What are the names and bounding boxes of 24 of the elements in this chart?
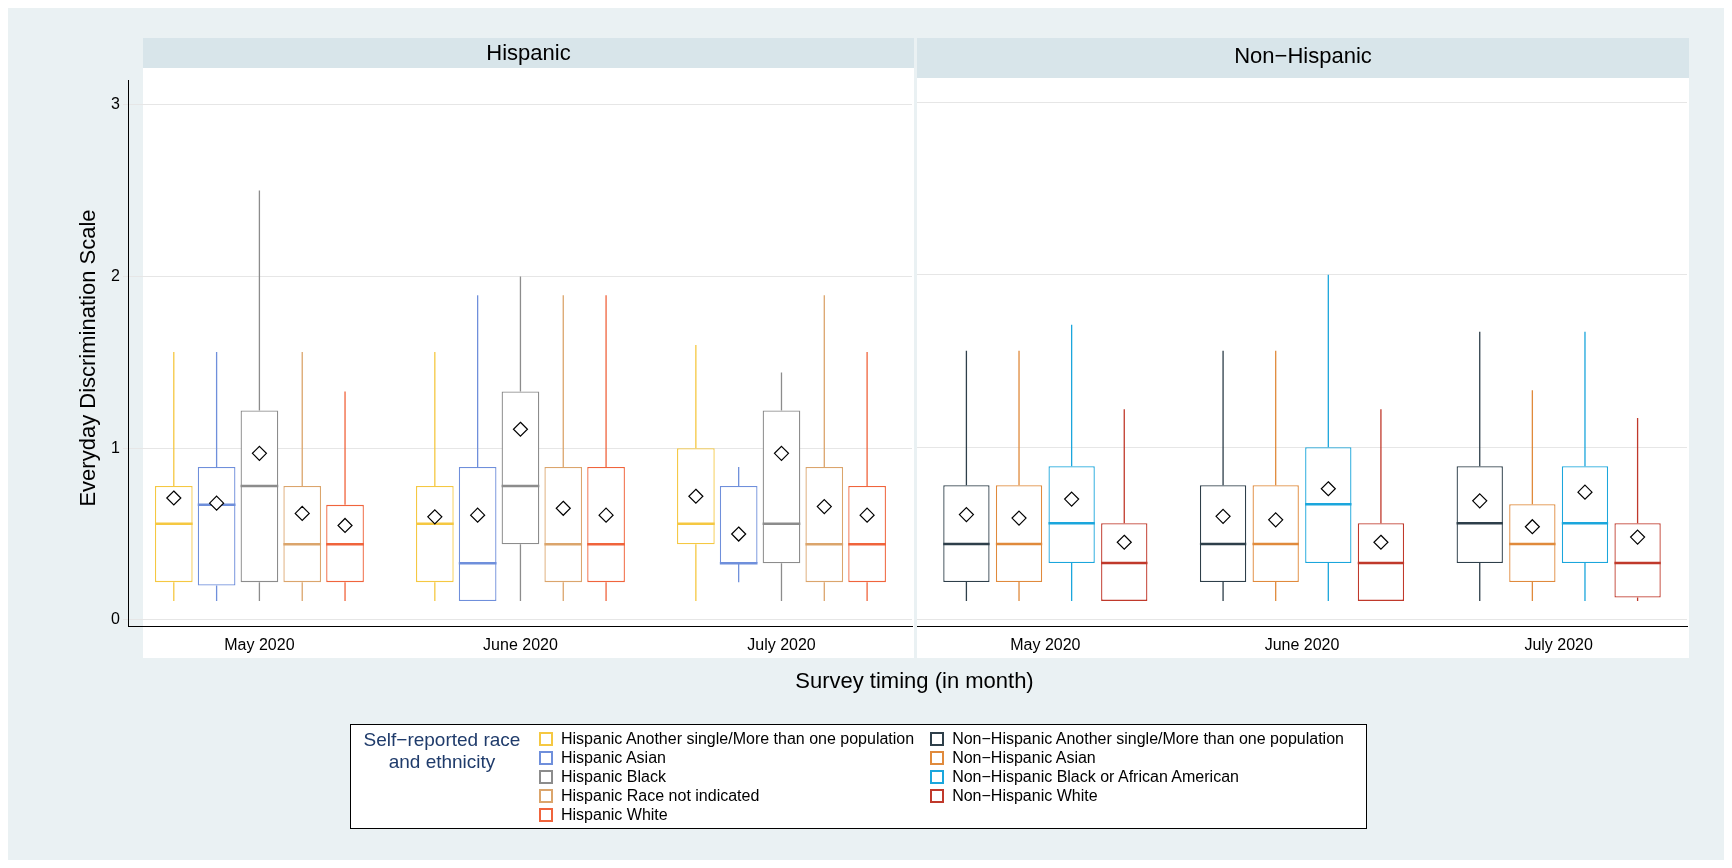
- legend-title: Self−reported race and ethnicity: [362, 729, 522, 774]
- y-axis-title: Everyday Discrimination Scale: [75, 209, 101, 507]
- legend-label: Non−Hispanic White: [952, 786, 1098, 805]
- y-tick-label: 0: [110, 610, 120, 628]
- chart-title: Non−Hispanic: [917, 38, 1689, 78]
- legend-label: Hispanic White: [561, 805, 668, 824]
- x-tick-label: July 2020: [1524, 635, 1594, 653]
- x-tick-label: June 2020: [483, 635, 558, 653]
- chart-title: Hispanic: [143, 38, 914, 68]
- legend-label: Non−Hispanic Asian: [952, 748, 1096, 767]
- x-tick-label: May 2020: [224, 635, 295, 653]
- y-tick-label: 1: [110, 438, 120, 456]
- y-tick-label: 2: [110, 266, 120, 284]
- x-axis-title: Survey timing (in month): [794, 668, 1035, 694]
- legend-label: Hispanic Another single/More than one population: [561, 729, 915, 748]
- legend-label: Non−Hispanic Black or African American: [952, 767, 1239, 786]
- legend-label: Hispanic Race not indicated: [561, 786, 760, 805]
- x-tick-label: June 2020: [1264, 635, 1340, 653]
- legend-label: Hispanic Black: [561, 767, 666, 786]
- legend-label: Non−Hispanic Another single/More than one population: [952, 729, 1344, 748]
- legend-label: Hispanic Asian: [561, 748, 666, 767]
- x-tick-label: July 2020: [747, 635, 816, 653]
- y-tick-label: 3: [110, 95, 120, 113]
- x-tick-label: May 2020: [1010, 635, 1081, 653]
